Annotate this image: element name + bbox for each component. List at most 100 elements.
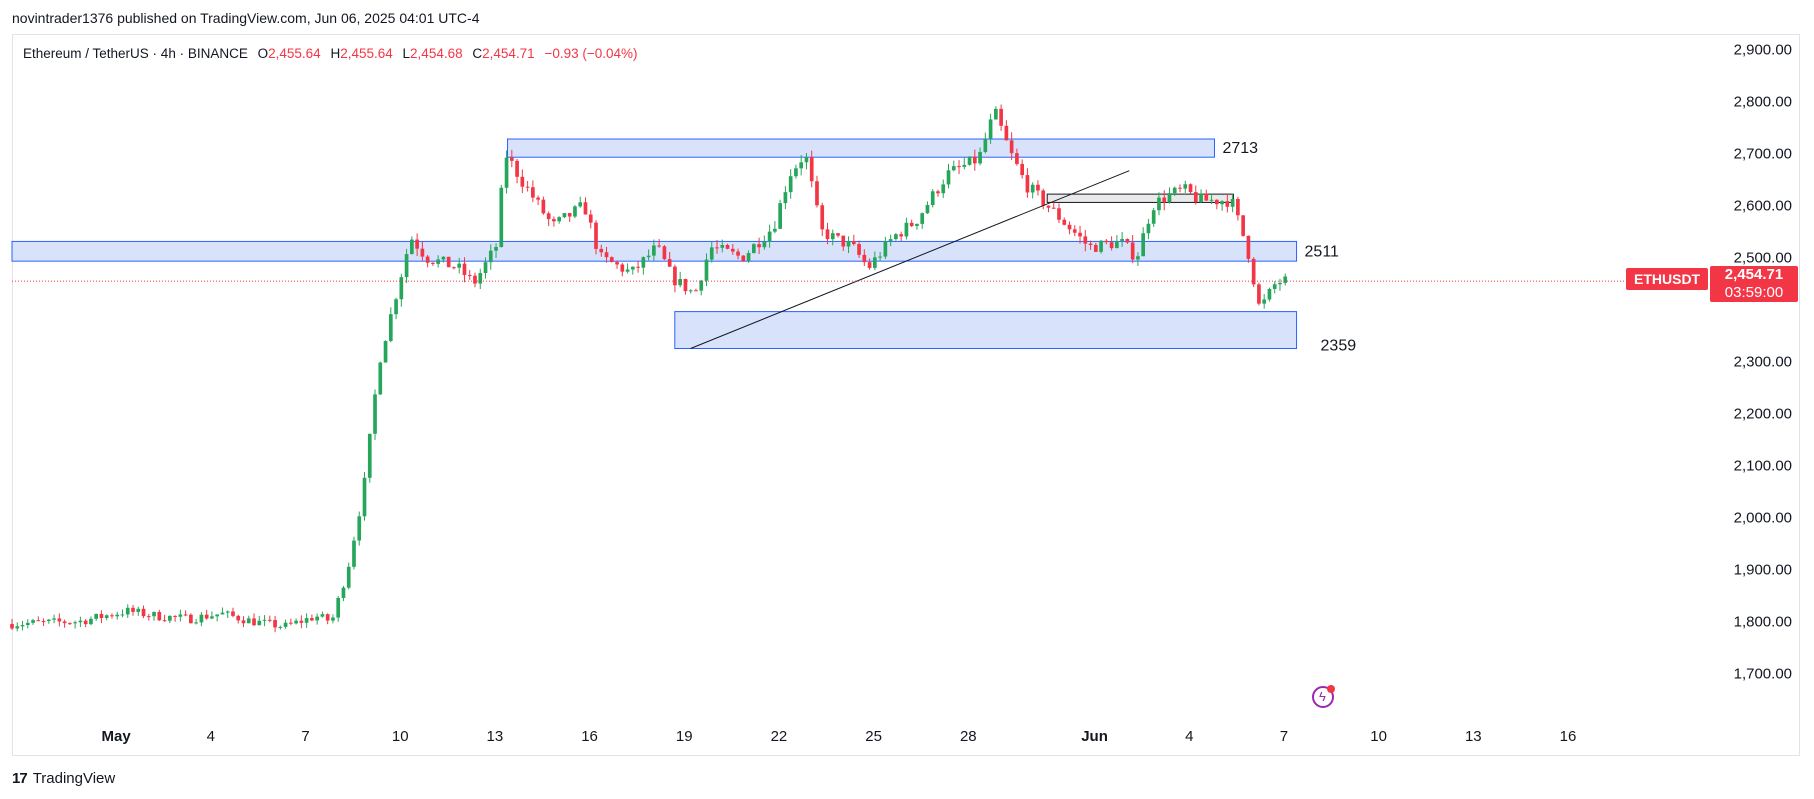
candle-body — [1046, 205, 1051, 208]
candle-body — [1193, 192, 1198, 202]
candle-body — [762, 241, 767, 248]
candle-body — [1020, 163, 1025, 176]
candle-body — [851, 241, 856, 245]
candle-body — [215, 614, 220, 617]
low-value: 2,454.68 — [410, 46, 463, 61]
candle-body — [920, 213, 925, 224]
candle-body — [1062, 219, 1067, 225]
candle-body — [294, 620, 298, 624]
candle-body — [1136, 256, 1140, 260]
candle-body — [804, 157, 809, 163]
candle-body — [336, 597, 341, 618]
candle-body — [310, 618, 314, 621]
candle-body — [1241, 215, 1245, 236]
candle-body — [1272, 284, 1277, 289]
candle-body — [1141, 233, 1146, 257]
candle-body — [830, 233, 835, 240]
candle-body — [688, 290, 693, 292]
candle-body — [1236, 198, 1240, 216]
symbol-title[interactable]: Ethereum / TetherUS · 4h · BINANCE — [23, 46, 248, 61]
candle-body — [115, 614, 120, 617]
candle-body — [399, 277, 404, 300]
change-value: −0.93 (−0.04%) — [544, 46, 638, 61]
candle-body — [978, 151, 982, 164]
candle-body — [488, 250, 493, 263]
y-tick-label: 2,100.00 — [1734, 457, 1792, 474]
candle-body — [125, 607, 130, 615]
candle-body — [962, 164, 967, 167]
bolt-glyph: ϟ — [1319, 689, 1326, 704]
candle-body — [1004, 125, 1009, 141]
candle-body — [1214, 199, 1219, 205]
candle-body — [331, 617, 335, 621]
candle-body — [694, 290, 698, 292]
candle-body — [431, 262, 435, 264]
horizontal-zone — [674, 311, 1298, 350]
candle-body — [436, 259, 441, 264]
x-tick-label: 19 — [676, 728, 693, 745]
candle-body — [1278, 282, 1282, 285]
candle-body — [378, 362, 383, 395]
candle-body — [862, 254, 867, 263]
candle-body — [10, 624, 14, 629]
last-price-badge: 2,454.71 03:59:00 — [1710, 266, 1798, 302]
x-tick-label: 7 — [1280, 728, 1288, 745]
chart-frame[interactable] — [12, 34, 1800, 756]
candle-body — [362, 477, 367, 517]
x-tick-label: May — [102, 728, 132, 745]
candle-body — [599, 248, 604, 253]
symbol-price-label: ETHUSDT — [1626, 268, 1709, 290]
candle-body — [1067, 224, 1072, 230]
tradingview-brand: TradingView — [32, 770, 116, 787]
candle-body — [630, 266, 635, 270]
candle-body — [1078, 232, 1082, 237]
candle-body — [988, 119, 993, 139]
y-tick-label: 2,800.00 — [1734, 94, 1792, 111]
candle-body — [236, 615, 241, 621]
candle-body — [1183, 184, 1188, 189]
candle-body — [1246, 235, 1251, 259]
candle-body — [415, 239, 419, 249]
candle-body — [809, 157, 814, 182]
footer-branding[interactable]: 17 TradingView — [12, 770, 115, 787]
publisher-line: novintrader1376 published on TradingView… — [12, 10, 480, 26]
candle-body — [199, 614, 204, 623]
candle-body — [210, 616, 214, 619]
candle-body — [1009, 140, 1014, 154]
candle-body — [699, 280, 704, 291]
lightning-icon[interactable]: ϟ — [1312, 685, 1335, 708]
candle-body — [730, 248, 735, 252]
high-label: H — [330, 46, 341, 61]
horizontal-zone — [1046, 193, 1234, 203]
candle-body — [478, 273, 483, 284]
candle-body — [815, 181, 819, 206]
candle-body — [483, 262, 488, 274]
last-price-value: 2,454.71 — [1724, 266, 1784, 283]
candle-body — [315, 616, 319, 621]
candle-body — [388, 314, 393, 341]
candle-body — [394, 299, 398, 315]
candle-body — [1120, 238, 1124, 241]
candle-body — [894, 234, 898, 240]
candle-body — [225, 611, 230, 613]
candle-body — [1204, 193, 1209, 201]
candle-body — [1230, 198, 1235, 207]
x-tick-label: 28 — [960, 728, 977, 745]
candle-body — [1209, 199, 1214, 201]
candle-body — [341, 587, 346, 598]
candle-body — [757, 244, 761, 248]
candle-body — [957, 166, 961, 168]
candle-body — [820, 205, 825, 230]
candle-body — [83, 620, 88, 625]
high-value: 2,455.64 — [340, 46, 393, 61]
candle-body — [946, 170, 951, 185]
candle-body — [141, 608, 146, 617]
candle-body — [525, 186, 530, 188]
candle-body — [1172, 187, 1177, 194]
zone-price-label: 2511 — [1305, 243, 1340, 260]
candle-body — [1072, 229, 1077, 233]
ohlc-legend: Ethereum / TetherUS · 4h · BINANCE O2,45… — [23, 46, 638, 61]
candle-body — [157, 612, 162, 621]
candle-body — [1178, 187, 1182, 189]
